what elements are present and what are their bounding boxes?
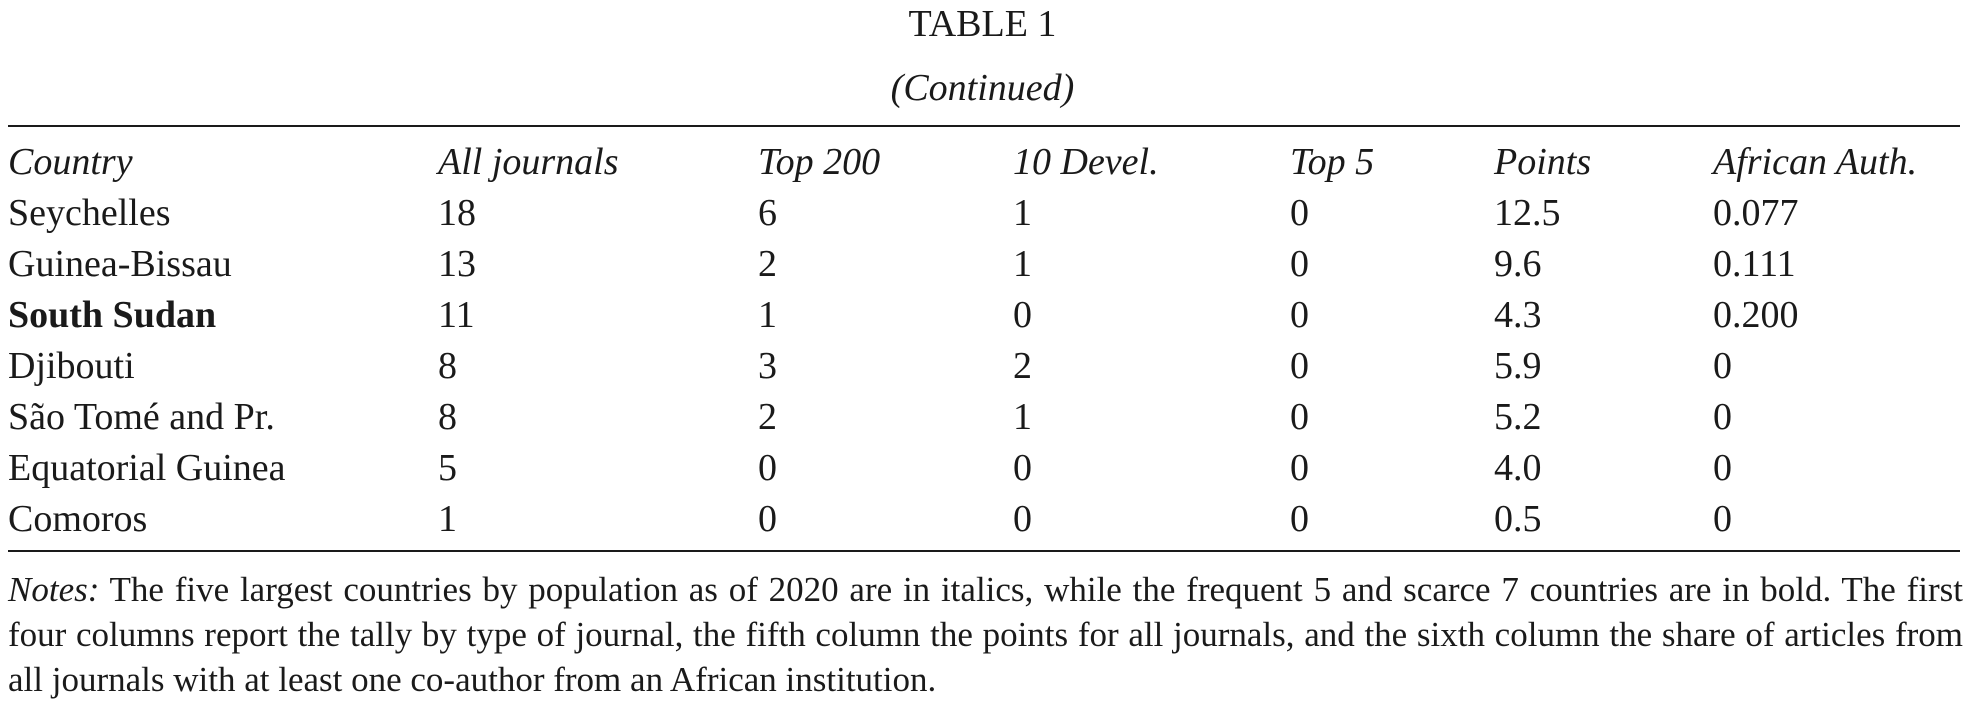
- cell-top-200: 2: [758, 396, 777, 438]
- cell-country: São Tomé and Pr.: [8, 396, 275, 438]
- cell-all-journals: 18: [438, 192, 476, 234]
- cell-african-auth: 0: [1713, 447, 1732, 489]
- header-top-200: Top 200: [758, 141, 881, 183]
- cell-points: 5.9: [1494, 345, 1542, 387]
- cell-top-5: 0: [1290, 498, 1309, 540]
- cell-10-devel: 0: [1013, 294, 1032, 336]
- cell-all-journals: 11: [438, 294, 475, 336]
- header-points: Points: [1494, 141, 1592, 183]
- cell-african-auth: 0.111: [1713, 243, 1796, 285]
- cell-country: Comoros: [8, 498, 148, 540]
- table-row: Seychelles 18 6 1 0 12.5 0.077: [8, 188, 1960, 239]
- cell-top-200: 0: [758, 498, 777, 540]
- cell-points: 5.2: [1494, 396, 1542, 438]
- table-row: South Sudan 11 1 0 0 4.3 0.200: [8, 290, 1960, 341]
- cell-10-devel: 1: [1013, 192, 1032, 234]
- data-table: Country All journals Top 200 10 Devel. T…: [8, 137, 1960, 545]
- cell-top-200: 0: [758, 447, 777, 489]
- cell-points: 0.5: [1494, 498, 1542, 540]
- cell-all-journals: 8: [438, 396, 457, 438]
- table-notes: Notes: The five largest countries by pop…: [8, 567, 1963, 702]
- cell-points: 4.0: [1494, 447, 1542, 489]
- cell-10-devel: 0: [1013, 447, 1032, 489]
- notes-text: The five largest countries by population…: [8, 570, 1963, 699]
- table-subtitle: (Continued): [890, 67, 1075, 109]
- cell-country: Equatorial Guinea: [8, 447, 286, 489]
- header-top-5: Top 5: [1290, 141, 1375, 183]
- header-african-auth: African Auth.: [1713, 141, 1918, 183]
- cell-country: Guinea-Bissau: [8, 243, 232, 285]
- header-10-devel: 10 Devel.: [1013, 141, 1159, 183]
- cell-points: 9.6: [1494, 243, 1542, 285]
- cell-points: 12.5: [1494, 192, 1561, 234]
- cell-10-devel: 1: [1013, 243, 1032, 285]
- cell-all-journals: 1: [438, 498, 457, 540]
- cell-country: Seychelles: [8, 192, 171, 234]
- cell-african-auth: 0.200: [1713, 294, 1799, 336]
- notes-label: Notes:: [8, 570, 100, 609]
- header-country: Country: [8, 141, 133, 183]
- cell-african-auth: 0: [1713, 498, 1732, 540]
- cell-african-auth: 0: [1713, 396, 1732, 438]
- cell-top-200: 6: [758, 192, 777, 234]
- cell-all-journals: 5: [438, 447, 457, 489]
- table-title: TABLE 1: [908, 3, 1057, 45]
- cell-top-5: 0: [1290, 396, 1309, 438]
- table-row: São Tomé and Pr. 8 2 1 0 5.2 0: [8, 392, 1960, 443]
- cell-top-5: 0: [1290, 192, 1309, 234]
- cell-10-devel: 1: [1013, 396, 1032, 438]
- cell-country: Djibouti: [8, 345, 135, 387]
- cell-top-5: 0: [1290, 447, 1309, 489]
- cell-country: South Sudan: [8, 294, 217, 336]
- header-all-journals: All journals: [438, 141, 619, 183]
- cell-top-5: 0: [1290, 345, 1309, 387]
- table-row: Guinea-Bissau 13 2 1 0 9.6 0.111: [8, 239, 1960, 290]
- table-row: Equatorial Guinea 5 0 0 0 4.0 0: [8, 443, 1960, 494]
- cell-top-5: 0: [1290, 294, 1309, 336]
- bottom-rule: [8, 550, 1960, 552]
- cell-african-auth: 0: [1713, 345, 1732, 387]
- top-rule: [8, 125, 1960, 127]
- cell-all-journals: 8: [438, 345, 457, 387]
- cell-points: 4.3: [1494, 294, 1542, 336]
- cell-top-5: 0: [1290, 243, 1309, 285]
- table-row: Comoros 1 0 0 0 0.5 0: [8, 494, 1960, 545]
- cell-top-200: 3: [758, 345, 777, 387]
- cell-10-devel: 2: [1013, 345, 1032, 387]
- cell-10-devel: 0: [1013, 498, 1032, 540]
- cell-top-200: 1: [758, 294, 777, 336]
- cell-top-200: 2: [758, 243, 777, 285]
- cell-all-journals: 13: [438, 243, 476, 285]
- header-row: Country All journals Top 200 10 Devel. T…: [8, 137, 1960, 188]
- table-row: Djibouti 8 3 2 0 5.9 0: [8, 341, 1960, 392]
- cell-african-auth: 0.077: [1713, 192, 1799, 234]
